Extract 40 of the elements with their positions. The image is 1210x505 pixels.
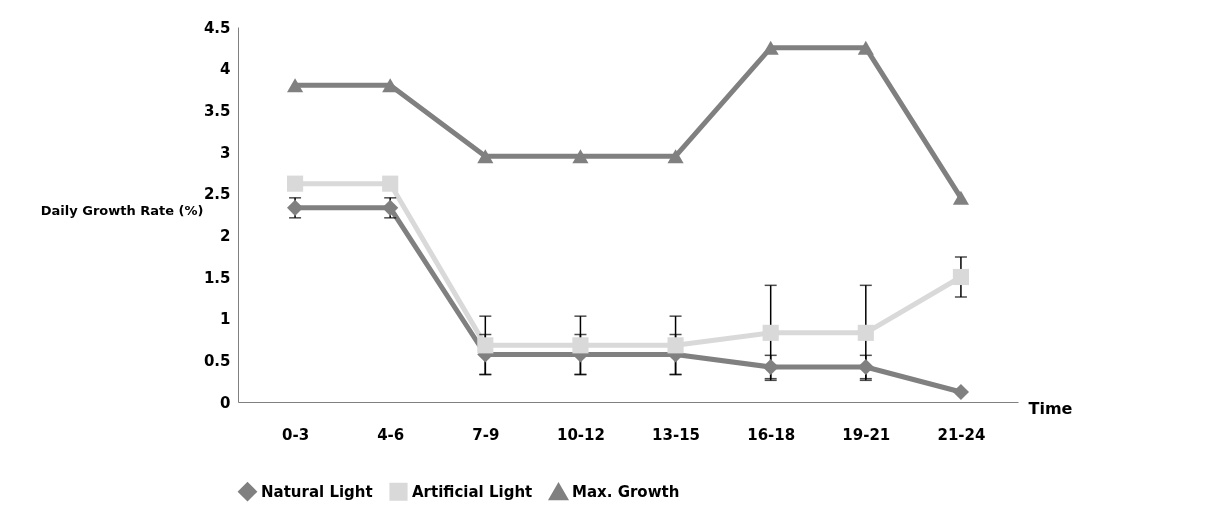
legend-label: Natural Light: [261, 482, 373, 501]
point: [667, 337, 684, 354]
y-tick-label: 0: [220, 393, 231, 412]
y-axis-title: Daily Growth Rate (%): [40, 202, 204, 218]
point: [762, 358, 779, 376]
point: [857, 324, 874, 341]
y-tick-label: 4.5: [203, 18, 231, 37]
x-tick-label: 7-9: [472, 425, 500, 444]
point: [477, 337, 494, 354]
point: [667, 149, 684, 164]
point: [762, 324, 779, 341]
legend-label: Max. Growth: [572, 483, 680, 502]
point: [477, 149, 494, 164]
y-tick-label: 1: [220, 310, 231, 329]
x-tick-label: 10-12: [556, 425, 605, 444]
point: [952, 268, 969, 286]
y-tick-label: 2: [220, 226, 231, 245]
x-tick-label: 0-3: [282, 425, 310, 444]
x-axis-title: Time: [1028, 398, 1073, 418]
y-tick-label: 3.5: [203, 101, 231, 120]
x-tick-label: 19-21: [842, 425, 891, 444]
y-tick-label: 4: [220, 60, 231, 79]
point: [287, 78, 304, 93]
y-tick-label: 1.5: [203, 268, 231, 287]
y-tick-label: 2.5: [203, 185, 231, 204]
x-tick-label: 4-6: [377, 425, 405, 444]
x-tick-label: 21-24: [937, 425, 986, 444]
point: [952, 190, 969, 205]
x-tick-label: 13-15: [652, 425, 701, 444]
y-tick-label: 3: [220, 143, 231, 162]
legend-label: Artificial Light: [412, 482, 533, 501]
point: [572, 337, 589, 354]
point: [287, 175, 304, 192]
point: [952, 383, 969, 401]
y-tick-label: 0.5: [203, 351, 231, 370]
point: [382, 175, 399, 192]
point: [857, 40, 874, 55]
x-tick-label: 16-18: [747, 425, 796, 444]
point: [762, 40, 779, 55]
point: [572, 149, 589, 164]
